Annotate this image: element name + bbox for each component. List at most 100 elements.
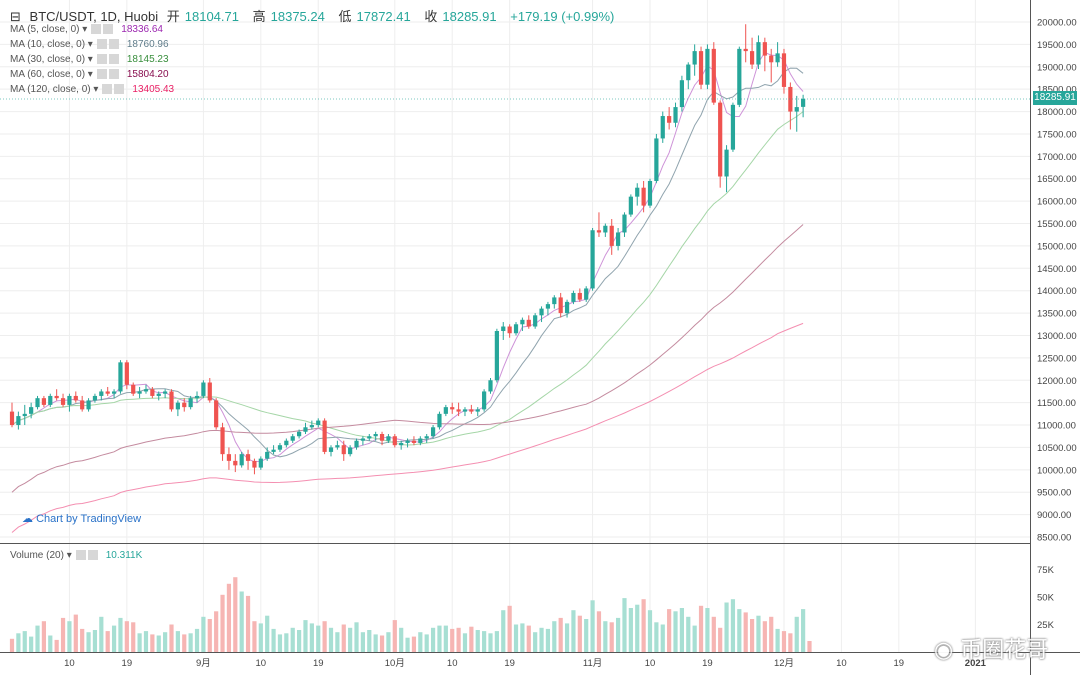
- candle: [698, 46, 704, 90]
- close-icon[interactable]: [87, 550, 98, 561]
- volume-bar: [635, 604, 640, 652]
- indicator-ma60[interactable]: MA (60, close, 0) ▾ 15804.20: [10, 69, 169, 80]
- volume-bar: [743, 612, 748, 652]
- candle-body: [48, 395, 53, 405]
- volume-bar: [418, 632, 423, 652]
- candle: [686, 62, 691, 90]
- settings-icon[interactable]: [102, 84, 113, 95]
- indicator-ma5[interactable]: MA (5, close, 0) ▾ 18336.64: [10, 24, 163, 35]
- time-tick-label: 10: [64, 658, 75, 669]
- indicator-value: 18336.64: [121, 24, 163, 35]
- candle: [303, 422, 308, 434]
- candle-body: [379, 434, 385, 441]
- candle-body: [201, 382, 206, 396]
- settings-icon[interactable]: [96, 69, 107, 80]
- candle: [290, 434, 295, 443]
- settings-icon[interactable]: [75, 550, 86, 561]
- candle-body: [801, 98, 806, 107]
- volume-bar: [379, 635, 385, 652]
- candle: [214, 398, 219, 430]
- candle-body: [9, 411, 15, 426]
- candle-body: [469, 409, 474, 412]
- candle: [328, 445, 334, 457]
- candle: [533, 313, 538, 329]
- volume-bar: [616, 617, 621, 652]
- chart-header: ⊟ BTC/USDT, 1D, Huobi 开 18104.71 高 18375.2…: [10, 6, 624, 25]
- time-tick-label: 19: [702, 658, 713, 669]
- candle: [175, 400, 180, 417]
- close-icon[interactable]: [108, 39, 119, 50]
- tradingview-brand-link[interactable]: ☁ Chart by TradingView: [22, 512, 141, 525]
- close-icon[interactable]: [103, 24, 114, 35]
- price-tick-label: 8500.00: [1037, 533, 1071, 544]
- candle-body: [220, 427, 225, 455]
- candle: [411, 436, 417, 446]
- candle-body: [258, 458, 263, 468]
- volume-bar: [673, 611, 678, 652]
- indicator-ma30[interactable]: MA (30, close, 0) ▾ 18145.23: [10, 54, 169, 65]
- close-icon[interactable]: [114, 84, 125, 95]
- price-tick-label: 9000.00: [1037, 510, 1071, 521]
- price-axis-labels[interactable]: 8500.00 9000.00 9500.00 10000.00 10500.00 110…: [1037, 18, 1077, 544]
- candle: [131, 382, 136, 396]
- candle-body: [692, 51, 697, 65]
- candle-body: [105, 391, 110, 394]
- candle: [749, 37, 755, 70]
- indicator-ma120[interactable]: MA (120, close, 0) ▾ 13405.43: [10, 84, 175, 95]
- indicator-ma10[interactable]: MA (10, close, 0) ▾ 18760.96: [10, 39, 169, 50]
- close-icon[interactable]: [108, 69, 119, 80]
- volume-bar: [258, 623, 263, 652]
- time-tick-label: 10: [256, 658, 267, 669]
- candle-body: [622, 214, 627, 233]
- volume-bar: [118, 617, 123, 652]
- candle-body: [571, 292, 576, 302]
- volume-bar: [188, 633, 193, 652]
- candle-body: [775, 53, 780, 63]
- candle: [667, 107, 672, 130]
- volume-bar: [392, 620, 397, 652]
- candle-body: [730, 104, 736, 150]
- time-axis-labels[interactable]: 10 19 9月 10 19 10月 10 19 11月 10 19 12月 10 19 2021: [64, 658, 987, 669]
- time-tick-label: 19: [122, 658, 133, 669]
- candle: [226, 447, 232, 470]
- candle-body: [520, 319, 525, 325]
- price-tick-label: 10000.00: [1037, 465, 1077, 476]
- time-tick-label: 11月: [583, 658, 602, 669]
- price-tick-label: 15000.00: [1037, 241, 1077, 252]
- close-icon[interactable]: [108, 54, 119, 65]
- candle: [616, 228, 621, 251]
- volume-bar: [718, 627, 723, 652]
- candle-body: [22, 413, 27, 417]
- settings-icon[interactable]: [91, 24, 102, 35]
- volume-bar: [762, 621, 767, 652]
- time-tick-label: 19: [504, 658, 515, 669]
- candle-body: [111, 391, 117, 394]
- tradingview-logo-icon: ☁: [22, 513, 33, 525]
- settings-icon[interactable]: [96, 39, 107, 50]
- candle: [169, 389, 174, 412]
- candle-body: [545, 304, 551, 309]
- candle-body: [456, 409, 461, 412]
- candle: [67, 393, 72, 412]
- collapse-icon[interactable]: ⊟: [10, 9, 21, 24]
- volume-bar: [80, 628, 85, 652]
- volume-bar: [137, 633, 142, 652]
- volume-bar: [507, 605, 512, 652]
- indicator-volume[interactable]: Volume (20) ▾ 10.311K: [10, 550, 143, 561]
- candle: [443, 404, 448, 417]
- volume-bar: [316, 625, 321, 652]
- volume-bar: [92, 630, 98, 652]
- candle-body: [641, 187, 646, 206]
- candle-body: [667, 116, 672, 123]
- candle: [552, 295, 557, 309]
- settings-icon[interactable]: [96, 54, 107, 65]
- candle-body: [711, 48, 716, 103]
- symbol-title[interactable]: BTC/USDT, 1D, Huobi: [29, 9, 159, 24]
- candle-body: [450, 407, 455, 410]
- price-tick-label: 13500.00: [1037, 309, 1077, 320]
- candle-body: [526, 319, 531, 327]
- candle: [335, 440, 340, 450]
- candle: [603, 223, 608, 237]
